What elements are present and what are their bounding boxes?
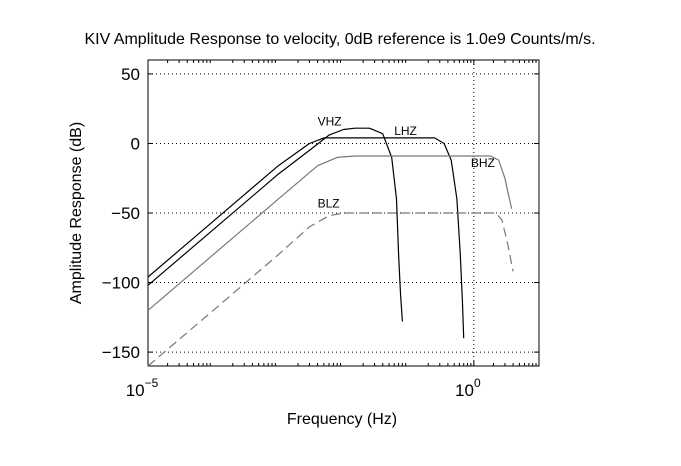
chart-title: KIV Amplitude Response to velocity, 0dB … [84, 31, 595, 48]
series-label-vhz: VHZ [318, 114, 342, 128]
series-line-blz [147, 212, 514, 367]
y-axis-label: Amplitude Response (dB) [68, 122, 85, 304]
series-label-bhz: BHZ [471, 156, 495, 170]
x-tick-label: 100 [455, 376, 481, 400]
series-labels: VHZ LHZ BHZ BLZ [318, 114, 495, 210]
series-line-lhz [147, 137, 465, 339]
y-tick-label: 50 [121, 65, 140, 84]
series-label-lhz: LHZ [394, 124, 417, 138]
y-tick-label: 0 [131, 134, 140, 153]
axis-ticks: 50 0 −50 −100 −150 10−5 100 [102, 60, 539, 400]
y-tick-label: −100 [102, 274, 140, 293]
y-tick-label: −150 [102, 343, 140, 362]
x-tick-label: 10−5 [126, 376, 159, 400]
series-line-vhz [147, 127, 403, 322]
series-line-bhz [147, 155, 513, 311]
x-axis-label: Frequency (Hz) [287, 411, 397, 428]
series-lines [147, 127, 514, 367]
series-label-blz: BLZ [318, 196, 340, 210]
y-tick-label: −50 [111, 204, 140, 223]
